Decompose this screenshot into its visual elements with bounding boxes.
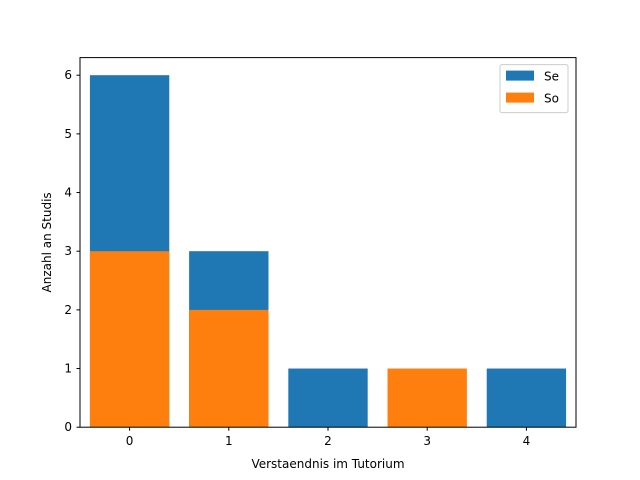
x-axis-label: Verstaendnis im Tutorium [251,457,404,471]
y-axis-ticks: 0 1 2 3 4 5 6 [64,68,80,434]
bar-so-1 [189,309,269,428]
y-tick-label: 4 [64,186,72,200]
x-tick-label: 4 [523,434,531,448]
y-tick-label: 6 [64,68,72,82]
bar-se-2 [288,368,368,428]
y-tick-label: 2 [64,303,72,317]
y-tick-label: 1 [64,362,72,376]
bars-layer [89,75,567,428]
bar-so-0 [89,251,170,428]
y-tick-label: 5 [64,127,72,141]
bar-so-3 [387,368,467,428]
legend-label-so: So [544,92,559,106]
legend: Se So [499,64,569,114]
y-tick-label: 3 [64,244,72,258]
x-tick-label: 0 [126,434,134,448]
bar-se-4 [486,368,567,428]
legend-swatch-so [506,92,534,103]
x-tick-label: 2 [324,434,332,448]
x-tick-label: 3 [423,434,431,448]
y-axis-label: Anzahl an Studis [40,192,54,292]
x-axis-ticks: 0 1 2 3 4 [126,427,530,448]
x-tick-label: 1 [225,434,233,448]
y-tick-label: 0 [64,420,72,434]
legend-swatch-se [506,70,534,81]
legend-label-se: Se [544,70,559,84]
